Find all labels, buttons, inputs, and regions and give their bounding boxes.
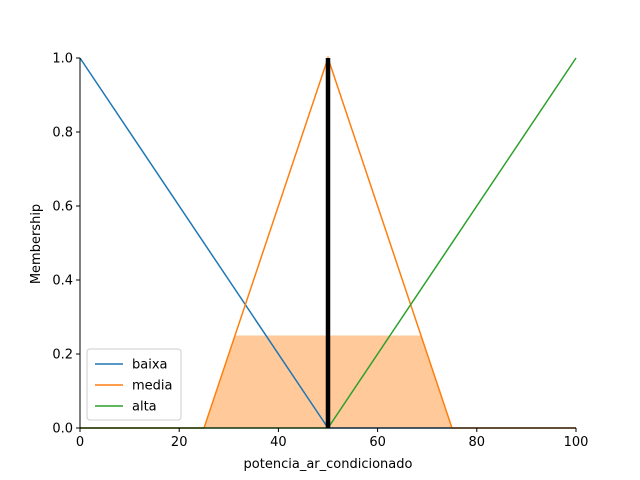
legend-label-baixa: baixa [132, 358, 168, 373]
y-tick-label: 0.0 [52, 422, 73, 437]
x-axis-label: potencia_ar_condicionado [244, 457, 413, 472]
ticks-layer: 0 20 40 60 80 100 0.0 0.2 0.4 0.6 0.8 1.0 [52, 52, 588, 451]
axes-layer [79, 58, 576, 429]
x-tick-label: 0 [76, 435, 84, 450]
y-axis-label: Membership [29, 204, 44, 284]
x-tick-label: 20 [171, 435, 188, 450]
legend-box [86, 348, 182, 421]
y-tick-label: 0.4 [52, 274, 73, 289]
y-tick-label: 0.2 [52, 348, 73, 363]
x-tick-label: 40 [270, 435, 287, 450]
y-tick-label: 0.6 [52, 200, 73, 215]
x-tick-label: 60 [369, 435, 386, 450]
legend: baixa media alta [86, 348, 182, 421]
x-tick-label: 100 [564, 435, 589, 450]
legend-label-alta: alta [132, 400, 157, 415]
y-tick-label: 1.0 [52, 52, 73, 67]
y-tick-label: 0.8 [52, 126, 73, 141]
legend-label-media: media [132, 379, 173, 394]
x-tick-label: 80 [469, 435, 486, 450]
